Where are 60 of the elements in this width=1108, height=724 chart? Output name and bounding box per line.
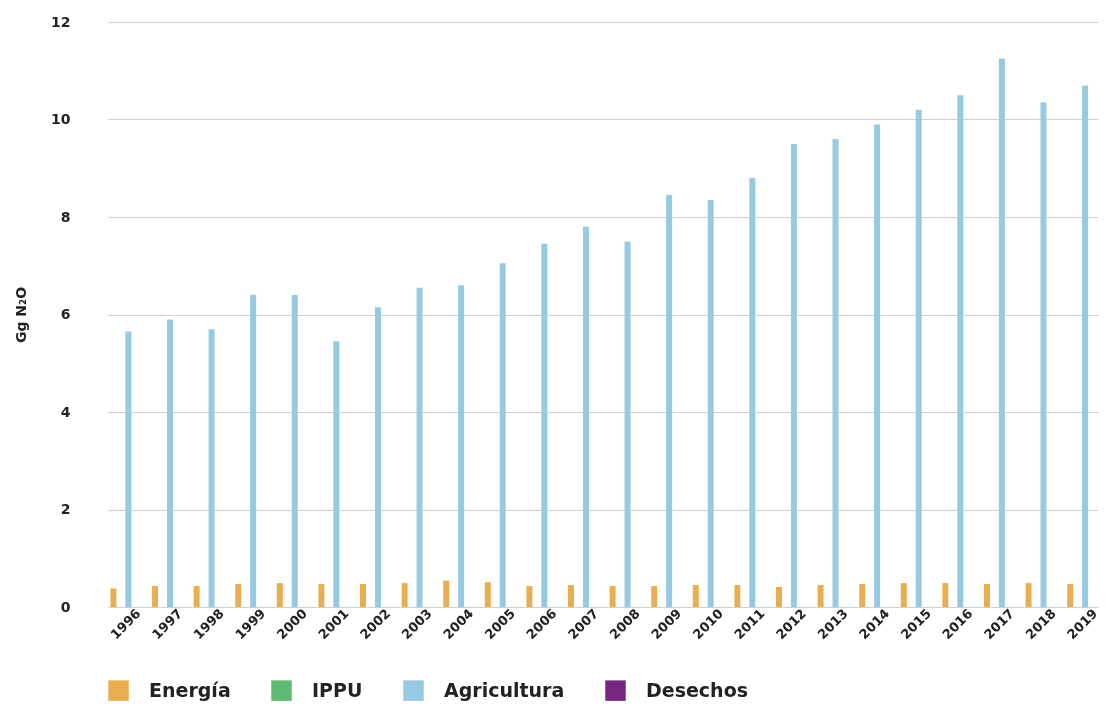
bar (790, 143, 797, 607)
bar (416, 287, 423, 607)
bar (458, 285, 465, 607)
bar (983, 584, 990, 607)
bar (541, 243, 548, 607)
bar (499, 263, 506, 607)
bar (152, 586, 159, 607)
bar (484, 582, 491, 607)
bar (443, 580, 450, 607)
bar (749, 178, 756, 607)
bar (609, 586, 616, 607)
bar (250, 295, 257, 607)
y-axis-title: Gg N₂O (13, 286, 30, 344)
bar (832, 139, 839, 607)
bar (110, 588, 117, 607)
legend-label: Energía (149, 678, 231, 701)
bar (707, 199, 714, 607)
bar (568, 585, 574, 607)
bar (817, 585, 824, 607)
bar (859, 584, 866, 607)
bar (1082, 85, 1089, 607)
bar (734, 585, 741, 607)
bar (374, 307, 381, 607)
legend-label: Desechos (646, 678, 749, 701)
y-tick-label: 12 (51, 13, 71, 30)
legend-label: Agricultura (444, 678, 565, 701)
y-tick-label: 2 (60, 501, 71, 517)
bar (360, 584, 367, 607)
bar (276, 583, 283, 607)
bar (874, 124, 881, 607)
bar (775, 587, 782, 607)
bar (526, 586, 533, 607)
bar (125, 331, 132, 607)
bar (900, 583, 907, 607)
y-tick-label: 8 (60, 208, 71, 225)
bar (1025, 583, 1032, 607)
bar (166, 319, 173, 607)
bar (998, 58, 1005, 607)
bar (957, 95, 964, 607)
bar (401, 583, 408, 607)
bar (1067, 584, 1074, 607)
bar (208, 329, 215, 607)
bar (318, 584, 325, 607)
bar (582, 226, 589, 607)
bar (333, 341, 340, 607)
bar (624, 241, 631, 607)
bar (915, 109, 922, 607)
bar (942, 583, 949, 607)
y-tick-label: 4 (60, 403, 71, 420)
bar (235, 584, 242, 607)
bar (291, 295, 298, 607)
legend-label: IPPU (312, 678, 363, 701)
y-tick-label: 0 (60, 598, 71, 615)
y-tick-label: 10 (51, 111, 71, 127)
bar (666, 195, 673, 607)
y-tick-label: 6 (60, 306, 71, 322)
bar (692, 585, 699, 607)
bar (1040, 102, 1047, 607)
bar (651, 586, 658, 607)
bar (193, 586, 200, 607)
